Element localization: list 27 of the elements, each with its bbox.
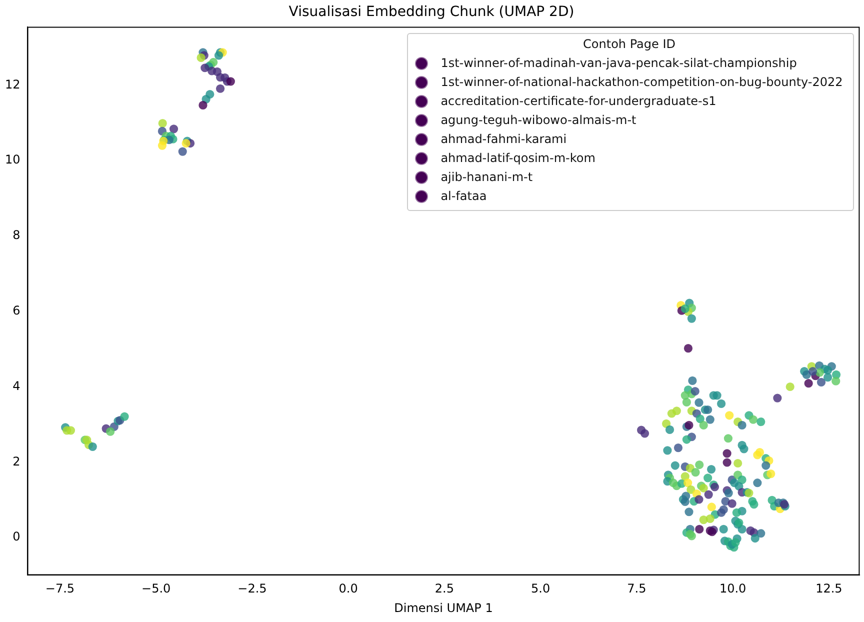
chart-title: Visualisasi Embedding Chunk (UMAP 2D) xyxy=(288,4,574,20)
x-axis-title: Dimensi UMAP 1 xyxy=(394,600,493,615)
x-tick-label: −5.0 xyxy=(142,582,171,596)
legend-label: 1st-winner-of-national-hackathon-competition-on-bug-bounty-2022 xyxy=(440,75,843,90)
x-tick-label: 7.5 xyxy=(627,582,646,596)
legend-label: ahmad-fahmi-karami xyxy=(440,132,567,146)
legend-label: ahmad-latif-qosim-m-kom xyxy=(440,151,596,166)
y-tick-label: 10 xyxy=(4,152,20,167)
x-tick-label: 5.0 xyxy=(531,582,550,596)
legend-label: ajib-hanani-m-t xyxy=(440,170,533,184)
y-tick-label: 0 xyxy=(12,530,20,544)
y-tick-label: 6 xyxy=(12,303,20,318)
legend-title: Contoh Page ID xyxy=(582,36,676,51)
y-tick-label: 12 xyxy=(4,77,20,92)
x-tick-label: 10.0 xyxy=(719,582,746,596)
x-tick-label: 12.5 xyxy=(816,582,842,596)
legend-label: accreditation-certificate-for-undergraduate-s1 xyxy=(440,94,716,108)
x-tick-label: −2.5 xyxy=(238,582,267,596)
x-tick-label: −7.5 xyxy=(45,582,75,596)
legend-label: agung-teguh-wibowo-almais-m-t xyxy=(440,113,636,128)
legend-label: 1st-winner-of-madinah-van-java-pencak-silat-championship xyxy=(440,56,797,70)
x-tick-label: 2.5 xyxy=(434,582,454,596)
x-tick-label: 0.0 xyxy=(338,582,358,596)
y-tick-label: 2 xyxy=(12,454,20,468)
y-tick-label: 4 xyxy=(12,378,20,393)
y-tick-label: 8 xyxy=(12,228,20,242)
legend-label: al-fataa xyxy=(440,189,487,204)
